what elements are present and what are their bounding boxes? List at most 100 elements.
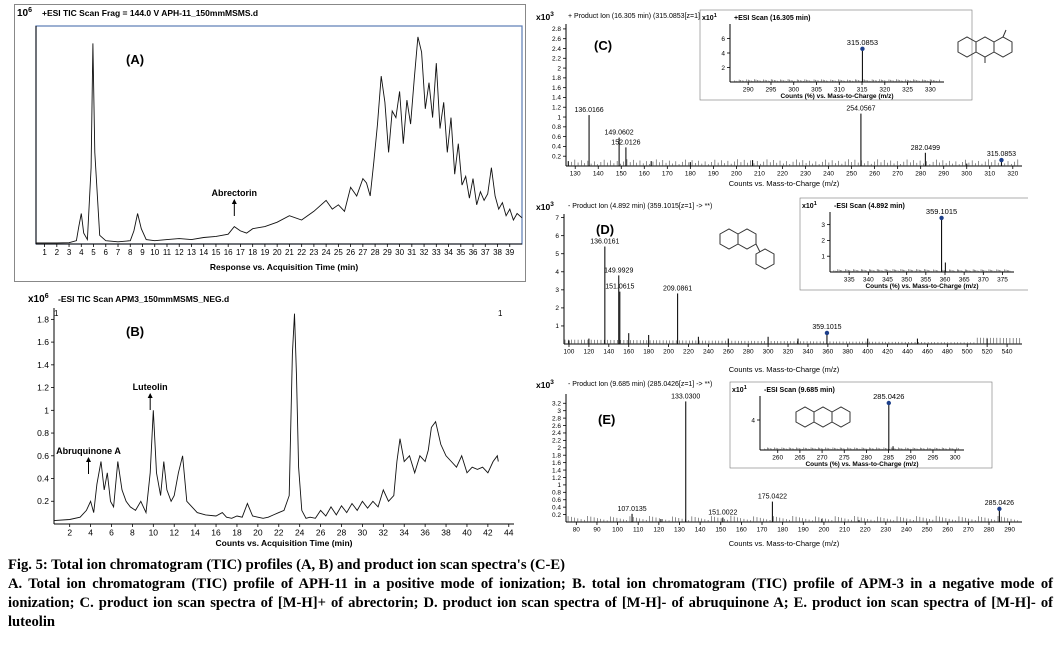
panel-e-x-tick-label: 100 — [612, 527, 623, 534]
panel-a-x-tick-label: 33 — [432, 248, 441, 257]
panel-d-x-tick-label: 300 — [763, 349, 774, 356]
panel-c-header: + Product Ion (16.305 min) (315.0853[z=1… — [568, 13, 718, 20]
spectrum-d: x103 - Product Ion (4.892 min) (359.1015… — [536, 197, 1028, 374]
inset-c-y-tick-label: 6 — [721, 36, 725, 43]
panel-b-x-tick-label: 36 — [420, 528, 430, 538]
tic-trace-b — [53, 313, 499, 522]
panel-e-x-tick-label: 80 — [573, 527, 581, 534]
panel-e-y-tick-label: 2.2 — [552, 438, 561, 445]
panel-c-x-tick-label: 140 — [593, 171, 604, 178]
inset-e-x-tick-label: 275 — [839, 455, 850, 462]
panel-c-peak-label: 136.0166 — [574, 107, 603, 114]
inset-d-x-tick-label: 375 — [997, 277, 1008, 284]
panel-e-x-tick-label: 170 — [757, 527, 768, 534]
panel-c-x-tick-label: 310 — [984, 171, 995, 178]
panel-d-peak-label: 359.1015 — [812, 324, 841, 331]
panel-d-precursor-marker — [824, 330, 830, 336]
panel-e-y-tick-label: 2 — [557, 445, 561, 452]
inset-c-header: +ESI Scan (16.305 min) — [734, 15, 810, 22]
panel-d-x-tick-label: 380 — [842, 349, 853, 356]
panel-letter-a: (A) — [126, 52, 144, 67]
panel-c-y-tick-label: 2.8 — [552, 26, 561, 33]
panel-e-precursor-marker — [997, 506, 1002, 512]
panel-b-y-tick-label: 1.4 — [37, 360, 49, 370]
x-axis-label-e: Counts vs. Mass-to-Charge (m/z) — [729, 539, 840, 548]
panel-e-y-tick-label: 2.8 — [552, 415, 561, 422]
panel-a-x-tick-label: 25 — [334, 248, 343, 257]
panel-c-x-tick-label: 320 — [1007, 171, 1018, 178]
spectrum-e: x103 - Product Ion (9.685 min) (285.0426… — [536, 379, 1022, 548]
panel-c-x-tick-label: 170 — [662, 171, 673, 178]
panel-d-peak-label: 149.9929 — [604, 267, 633, 274]
inset-e-precursor-marker — [886, 400, 891, 406]
panel-a-x-tick-label: 22 — [297, 248, 306, 257]
inset-c-x-tick-label: 325 — [902, 87, 913, 94]
plot-area-a: 1 2 3 4 5 6 7 8 9 10 11 12 13 14 15 16 17 18 19 20 21 22 23 24 2… — [35, 25, 523, 257]
plot-area-b: 2 4 6 8 10 12 14 16 18 20 22 24 26 28 30 32 34 36 38 40 42 44… — [37, 308, 514, 538]
inset-e-x-tick-label: 285 — [883, 455, 894, 462]
panel-c-x-tick-label: 200 — [731, 171, 742, 178]
panel-a-x-tick-label: 34 — [444, 248, 453, 257]
panel-b-x-tick-label: 42 — [483, 528, 493, 538]
scale-exponent-d: x103 — [536, 201, 554, 212]
panel-d-x-tick-label: 120 — [583, 349, 594, 356]
panel-a-x-tick-label: 17 — [236, 248, 245, 257]
panel-a-x-tick-label: 6 — [104, 248, 109, 257]
annotation-label: Abruquinone A — [56, 446, 121, 456]
annotation-label: Luteolin — [133, 382, 168, 392]
panel-b-y-tick-label: 1.2 — [37, 383, 49, 393]
panel-a-x-tick-label: 39 — [505, 248, 514, 257]
panel-letter-e: (E) — [598, 412, 615, 427]
panel-a-x-tick-label: 7 — [116, 248, 121, 257]
panel-e-x-tick-label: 200 — [818, 527, 829, 534]
panel-e-y-tick-label: 0.6 — [552, 497, 561, 504]
panel-c-x-tick-label: 270 — [892, 171, 903, 178]
panel-a-x-tick-label: 10 — [150, 248, 159, 257]
panel-c-y-tick-label: 1 — [557, 114, 561, 121]
panel-b-x-tick-label: 16 — [211, 528, 221, 538]
panel-b-x-tick-label: 10 — [149, 528, 159, 538]
inset-e-x-tick-label: 270 — [817, 455, 828, 462]
panel-a-x-tick-label: 11 — [163, 248, 172, 257]
panel-d-y-tick-label: 6 — [555, 233, 559, 240]
panel-b-y-tick-label: 0.4 — [37, 474, 49, 484]
panel-c-x-tick-label: 130 — [570, 171, 581, 178]
inset-c-x-tick-label: 320 — [879, 87, 890, 94]
panel-b-x-tick-label: 24 — [295, 528, 305, 538]
panel-a-x-tick-label: 23 — [309, 248, 318, 257]
panel-d-y-tick-label: 5 — [555, 251, 559, 258]
panel-c-x-tick-label: 220 — [777, 171, 788, 178]
panel-e-x-tick-label: 120 — [653, 527, 664, 534]
inset-c-x-tick-label: 315 — [857, 87, 868, 94]
inset-d-peak-label: 359.1015 — [926, 207, 957, 216]
panel-d-x-tick-label: 420 — [882, 349, 893, 356]
panel-d-x-tick-label: 220 — [683, 349, 694, 356]
panel-a-x-tick-label: 20 — [273, 248, 282, 257]
inset-d-precursor-marker — [939, 215, 944, 221]
inset-d-x-tick-label: 340 — [863, 277, 874, 284]
panel-a-x-tick-label: 8 — [128, 248, 133, 257]
panel-c-y-tick-label: 0.6 — [552, 134, 561, 141]
panel-a-x-tick-label: 1 — [42, 248, 47, 257]
panel-e-y-tick-label: 2.4 — [552, 430, 561, 437]
panel-a-x-tick-label: 16 — [224, 248, 233, 257]
panel-b-x-tick-label: 6 — [109, 528, 114, 538]
panel-e-header: - Product Ion (9.685 min) (285.0426[z=1]… — [568, 381, 712, 388]
inset-e-x-tick-label: 260 — [772, 455, 783, 462]
panel-d-x-tick-label: 100 — [564, 349, 575, 356]
panel-d-x-tick-label: 260 — [723, 349, 734, 356]
panel-e-x-tick-label: 250 — [922, 527, 933, 534]
inset-d-x-tick-label: 365 — [959, 277, 970, 284]
panel-a-x-tick-label: 4 — [79, 248, 84, 257]
chromatogram-b: x106 -ESI TIC Scan APM3_150mmMSMS_NEG.d … — [28, 293, 514, 548]
panel-a-x-tick-label: 38 — [493, 248, 502, 257]
inset-e-frame — [729, 381, 993, 469]
panel-c-x-tick-label: 180 — [685, 171, 696, 178]
panel-c-y-tick-label: 2.4 — [552, 46, 561, 53]
panel-letter-c: (C) — [594, 38, 612, 53]
panel-c-x-tick-label: 210 — [754, 171, 765, 178]
x-axis-label-c: Counts vs. Mass-to-Charge (m/z) — [729, 179, 840, 188]
panel-d-x-tick-label: 140 — [603, 349, 614, 356]
panel-e-x-tick-label: 160 — [736, 527, 747, 534]
panel-e-y-tick-label: 1.4 — [552, 467, 561, 474]
